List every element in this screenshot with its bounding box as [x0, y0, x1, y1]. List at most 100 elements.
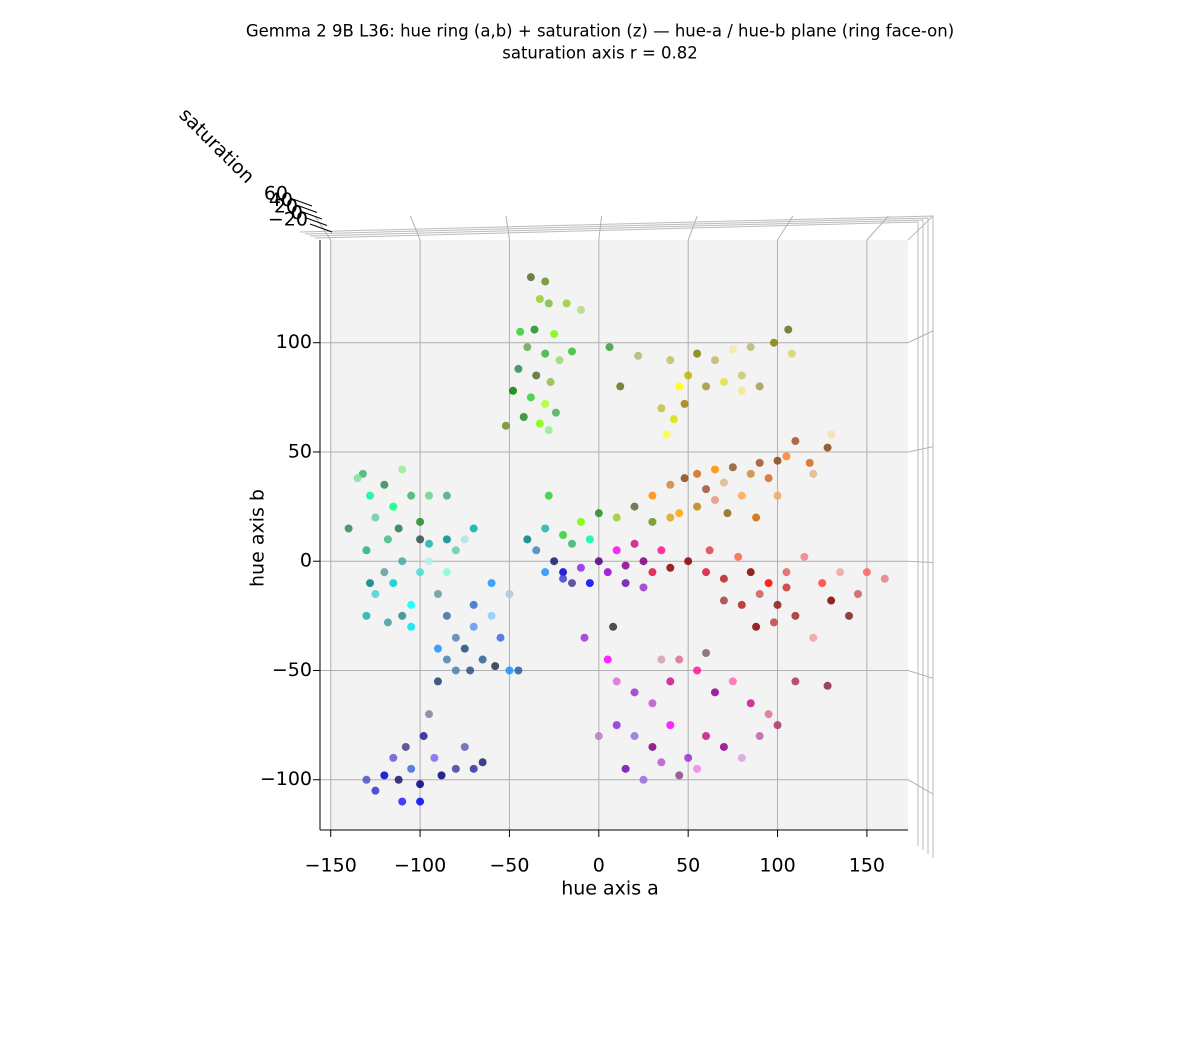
- point: [755, 458, 764, 467]
- point: [425, 710, 434, 719]
- point: [630, 732, 639, 741]
- point: [621, 579, 630, 588]
- x-tick-label: −50: [489, 855, 529, 877]
- point: [702, 649, 711, 657]
- point: [478, 758, 487, 767]
- point: [541, 399, 550, 408]
- point: [514, 364, 523, 373]
- point: [862, 568, 871, 577]
- grid-line: [907, 330, 934, 344]
- point: [705, 546, 714, 555]
- point: [585, 535, 594, 544]
- point: [371, 513, 380, 522]
- grid-line: [907, 446, 934, 453]
- point: [666, 721, 675, 730]
- point: [535, 419, 544, 428]
- point: [532, 371, 541, 380]
- point: [544, 491, 553, 500]
- point: [430, 753, 439, 762]
- point: [580, 633, 589, 642]
- point: [546, 378, 555, 387]
- point: [612, 513, 621, 522]
- point: [523, 343, 532, 352]
- y-tick-label: −50: [272, 659, 312, 681]
- point: [394, 775, 403, 784]
- point: [675, 382, 684, 391]
- point: [469, 764, 478, 773]
- y-tick-label: 50: [288, 440, 312, 462]
- point: [657, 655, 666, 664]
- point: [752, 513, 761, 522]
- point: [764, 579, 773, 588]
- point: [675, 509, 684, 518]
- point: [823, 681, 832, 690]
- point: [710, 496, 719, 505]
- point: [383, 618, 392, 627]
- point: [416, 535, 425, 544]
- point: [451, 633, 460, 642]
- point: [791, 677, 800, 686]
- point: [576, 517, 585, 526]
- point: [702, 485, 711, 494]
- point: [639, 557, 648, 566]
- point: [394, 524, 403, 533]
- point: [746, 699, 755, 708]
- point: [680, 399, 689, 408]
- point: [559, 568, 568, 577]
- grid-line: [866, 215, 889, 241]
- point: [451, 546, 460, 555]
- point: [809, 469, 818, 478]
- point: [662, 430, 671, 439]
- point: [773, 721, 782, 730]
- z-tick-label: −20: [268, 209, 308, 231]
- point: [669, 415, 678, 424]
- point: [362, 611, 371, 620]
- point: [442, 535, 451, 544]
- point: [526, 393, 535, 402]
- point: [737, 491, 746, 500]
- z-tick: [309, 223, 333, 233]
- point: [648, 491, 657, 500]
- point: [460, 535, 469, 544]
- point: [433, 677, 442, 686]
- point: [362, 775, 371, 784]
- point: [719, 596, 728, 605]
- point: [380, 771, 389, 780]
- grid-line: [907, 779, 934, 795]
- point: [501, 421, 510, 430]
- z-tick-label: 40: [269, 189, 293, 211]
- point: [609, 622, 618, 631]
- point: [657, 546, 666, 555]
- point: [666, 480, 675, 489]
- point: [666, 356, 675, 365]
- point: [380, 480, 389, 489]
- point: [576, 305, 585, 314]
- point: [836, 568, 845, 577]
- point: [693, 502, 702, 511]
- point: [407, 491, 416, 500]
- point: [594, 557, 603, 566]
- point: [541, 524, 550, 533]
- point: [541, 277, 550, 286]
- point: [371, 590, 380, 598]
- x-tick-label: 50: [676, 855, 700, 877]
- point: [366, 579, 375, 588]
- point: [666, 563, 675, 572]
- y-tick-label: 0: [300, 550, 312, 572]
- x-tick-label: 150: [849, 855, 885, 877]
- point: [702, 568, 711, 577]
- x-tick-label: −100: [394, 855, 446, 877]
- point: [800, 552, 809, 561]
- point: [737, 386, 746, 395]
- point: [719, 378, 728, 387]
- point: [407, 764, 416, 773]
- point: [630, 502, 639, 511]
- point: [853, 590, 862, 598]
- point: [460, 742, 469, 751]
- point: [544, 299, 553, 308]
- point: [648, 742, 657, 751]
- point: [383, 535, 392, 544]
- y-axis-label: hue axis b: [247, 489, 269, 587]
- point: [478, 655, 487, 664]
- point: [773, 456, 782, 465]
